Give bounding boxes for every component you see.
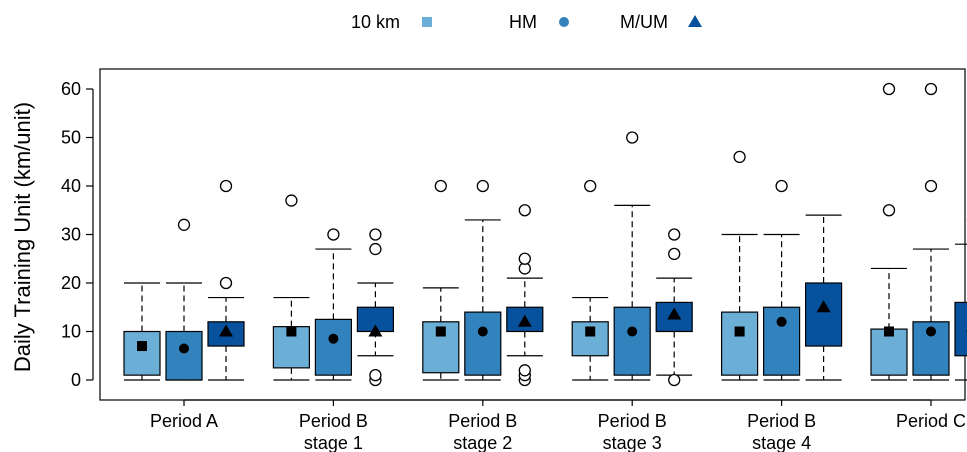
outlier-point <box>668 373 681 387</box>
x-tick-label: Period C <box>896 411 966 431</box>
outlier-point <box>518 364 531 377</box>
y-tick-label: 30 <box>61 225 81 245</box>
legend-label: HM <box>509 12 537 32</box>
box-body <box>613 306 651 376</box>
box-10-km-2 <box>272 194 310 381</box>
outlier-point <box>285 194 298 207</box>
box-groups <box>123 82 967 387</box>
box-hm-6 <box>912 82 950 381</box>
mean-marker <box>926 326 936 337</box>
mean-marker <box>286 326 297 337</box>
plot-area-frame <box>99 68 966 401</box>
box-m-um-1 <box>207 179 245 381</box>
box-body <box>954 301 967 357</box>
box-body <box>720 311 759 376</box>
y-tick-label: 0 <box>71 370 81 390</box>
outlier-point <box>369 228 382 241</box>
outlier-point <box>518 204 531 217</box>
legend: 10 km HM M/UM <box>351 12 702 32</box>
mean-marker <box>179 343 189 354</box>
box-10-km-1 <box>123 282 161 381</box>
legend-marker-square <box>422 17 432 27</box>
y-tick-label: 10 <box>61 322 81 342</box>
mean-marker <box>585 326 596 337</box>
box-body <box>804 282 843 347</box>
mean-marker <box>884 326 894 337</box>
box-10-km-3 <box>422 179 460 381</box>
outlier-point <box>177 218 191 231</box>
outlier-point <box>924 179 938 193</box>
legend-label: M/UM <box>620 12 668 32</box>
mean-marker <box>517 314 532 327</box>
box-hm-3 <box>464 179 502 381</box>
outlier-point <box>584 179 597 193</box>
outlier-point <box>924 82 938 96</box>
outlier-point <box>733 150 746 164</box>
mean-marker <box>137 341 147 352</box>
box-body <box>422 321 460 374</box>
y-tick-label: 60 <box>61 79 81 99</box>
outlier-point <box>219 179 233 193</box>
box-m-um-5 <box>804 214 843 381</box>
box-m-um-3 <box>506 204 544 387</box>
outlier-point <box>882 82 896 96</box>
x-tick-label: Period A <box>150 411 218 431</box>
box-body <box>655 301 693 333</box>
legend-marker-circle <box>559 17 569 27</box>
outlier-point <box>518 252 531 265</box>
box-10-km-6 <box>870 82 908 381</box>
legend-label: 10 km <box>351 12 400 32</box>
mean-marker <box>435 326 446 337</box>
outlier-point <box>219 276 233 290</box>
mean-marker <box>734 326 745 337</box>
box-hm-1 <box>165 218 203 381</box>
y-axis: 0 10 20 30 40 50 60 <box>61 79 94 390</box>
mean-marker <box>667 307 682 320</box>
y-tick-label: 50 <box>61 128 81 148</box>
outlier-point <box>434 179 447 193</box>
mean-marker <box>368 324 383 337</box>
legend-marker-triangle <box>688 15 702 27</box>
box-hm-4 <box>613 131 651 381</box>
outlier-point <box>327 228 340 241</box>
box-hm-5 <box>762 179 801 381</box>
mean-marker <box>477 326 488 337</box>
box-body <box>314 318 352 376</box>
box-10-km-5 <box>720 150 759 381</box>
outlier-point <box>668 247 681 261</box>
mean-marker <box>776 316 787 327</box>
box-body <box>123 330 161 376</box>
box-body <box>165 330 203 381</box>
mean-marker <box>627 326 638 337</box>
box-m-um-2 <box>356 228 394 387</box>
box-m-um-4 <box>655 228 693 387</box>
outlier-point <box>775 179 788 193</box>
y-tick-label: 40 <box>61 176 81 196</box>
outlier-point <box>369 242 382 256</box>
outlier-point <box>369 368 382 382</box>
box-hm-2 <box>314 228 352 381</box>
mean-marker <box>219 324 233 337</box>
box-body <box>464 311 502 376</box>
outlier-point <box>626 131 639 144</box>
outlier-point <box>882 204 896 217</box>
mean-marker <box>816 300 831 313</box>
box-10-km-4 <box>571 179 609 381</box>
mean-marker <box>328 333 339 344</box>
outlier-point <box>668 228 681 241</box>
y-tick-label: 20 <box>61 273 81 293</box>
y-axis-label: Daily Training Unit (km/unit) <box>10 102 35 372</box>
outlier-point <box>476 179 489 193</box>
